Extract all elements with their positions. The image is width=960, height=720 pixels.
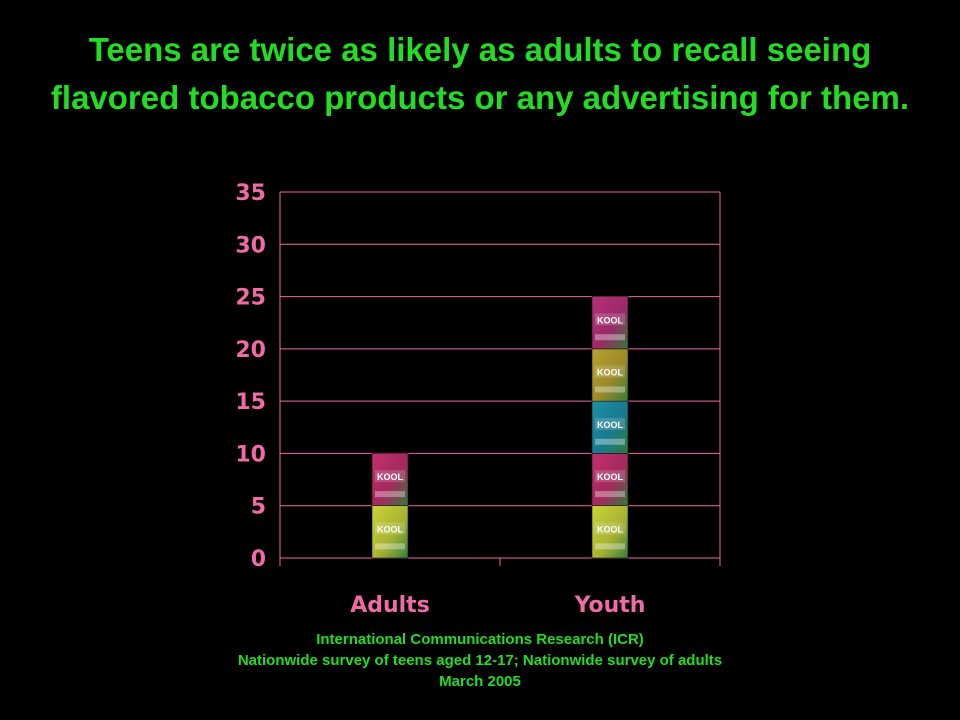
y-tick-label: 20	[235, 338, 266, 363]
pack-segment: KOOL	[591, 348, 629, 402]
x-tick-label: Adults	[350, 593, 430, 618]
y-tick-label: 35	[235, 181, 266, 206]
y-tick-label: 15	[235, 390, 266, 415]
pack-segment: KOOL	[591, 505, 629, 559]
y-tick-label: 30	[235, 233, 266, 258]
y-tick-label: 10	[235, 442, 266, 467]
pack-segment: KOOL	[591, 453, 629, 507]
y-tick-label: 25	[235, 286, 266, 311]
y-tick-label: 0	[251, 547, 266, 572]
bar-youth: KOOL KOOL KOOL KOOL KOOL	[591, 296, 629, 559]
pack-brand-label: KOOL	[377, 524, 404, 534]
bar-adults: KOOL KOOL	[371, 453, 409, 559]
pack-brand-label: KOOL	[597, 524, 624, 534]
slide-title: Teens are twice as likely as adults to r…	[50, 31, 910, 116]
pack-brand-label: KOOL	[597, 472, 624, 482]
pack-segment: KOOL	[591, 400, 629, 454]
y-tick-label: 5	[251, 495, 266, 520]
pack-segment: KOOL	[371, 505, 409, 559]
source-line-3: March 2005	[439, 673, 521, 690]
source-line-1: International Communications Research (I…	[316, 631, 644, 648]
x-tick-label: Youth	[574, 593, 646, 618]
source-line-2: Nationwide survey of teens aged 12-17; N…	[237, 652, 723, 669]
gridlines	[280, 191, 720, 507]
axes	[279, 192, 721, 566]
pack-brand-label: KOOL	[597, 368, 624, 378]
pack-brand-label: KOOL	[597, 420, 624, 430]
pack-segment: KOOL	[591, 296, 629, 350]
bars: KOOL KOOL KOOL KOOL KOOL KOOL KOOL	[371, 296, 629, 559]
pack-segment: KOOL	[371, 453, 409, 507]
axis-labels: 0 5 10 15 20 25 30 35 Adults Youth	[235, 181, 645, 618]
pack-brand-label: KOOL	[597, 315, 624, 325]
pack-brand-label: KOOL	[377, 472, 404, 482]
source-note: International Communications Research (I…	[80, 629, 880, 692]
